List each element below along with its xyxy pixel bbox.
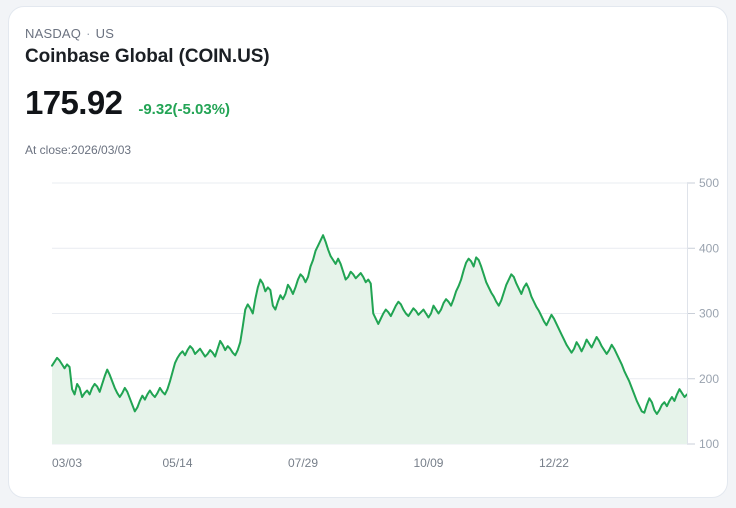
region-label: US [95, 26, 115, 41]
price-line [51, 234, 688, 415]
market-status: At close:2026/03/03 [25, 143, 132, 157]
price-chart-svg[interactable]: 500 400 300 200 100 03/03 05/14 07/29 10/09 12/2… [9, 167, 727, 467]
x-tick-label: 10/09 [413, 456, 443, 467]
y-tick-label: 500 [699, 176, 719, 190]
y-axis: 500 400 300 200 100 [687, 176, 719, 451]
x-tick-label: 12/22 [539, 456, 569, 467]
exchange-name: NASDAQ [25, 26, 82, 41]
price-area-fill [52, 235, 687, 444]
y-tick-label: 400 [699, 241, 719, 255]
price-change: -9.32(-5.03%) [138, 101, 231, 118]
x-axis: 03/03 05/14 07/29 10/09 12/22 [52, 456, 569, 467]
x-tick-label: 03/03 [52, 456, 82, 467]
stock-quote-card: NASDAQ · US Coinbase Global (COIN.US) 175.… [8, 6, 728, 498]
company-title: Coinbase Global (COIN.US) [25, 46, 270, 67]
x-tick-label: 05/14 [162, 456, 192, 467]
price-chart[interactable]: 500 400 300 200 100 03/03 05/14 07/29 10/09 12/2… [9, 167, 727, 467]
separator-dot: · [86, 26, 91, 41]
y-tick-label: 300 [699, 307, 719, 321]
price-row: 175.92 -9.32(-5.03%) [25, 86, 230, 119]
y-tick-label: 100 [699, 437, 719, 451]
y-tick-label: 200 [699, 372, 719, 386]
x-tick-label: 07/29 [288, 456, 318, 467]
exchange-region: NASDAQ · US [25, 26, 114, 41]
last-price: 175.92 [25, 84, 123, 121]
